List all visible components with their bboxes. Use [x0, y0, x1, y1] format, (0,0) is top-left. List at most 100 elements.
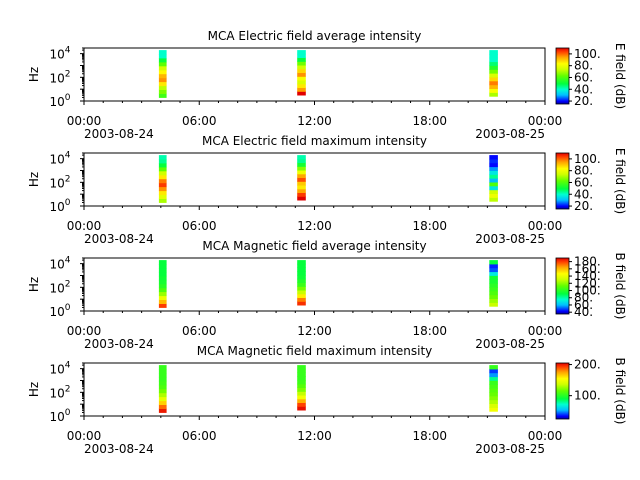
spectrogram-cell — [489, 263, 498, 269]
colorbar-tick-label: 120. — [574, 276, 601, 290]
y-tick-label: 102 — [49, 69, 70, 85]
spectrogram-cell — [489, 287, 498, 292]
spectrogram-cell — [158, 295, 167, 300]
spectrogram-cell — [297, 162, 306, 167]
spectrogram-cell — [297, 158, 306, 163]
spectrogram-cell — [297, 260, 306, 265]
spectrogram-pass-3 — [489, 155, 498, 202]
spectrogram-cell — [489, 399, 498, 404]
spectrogram-cell — [297, 398, 306, 403]
x-tick-label: 18:00 — [412, 324, 447, 338]
x-tick-label: 12:00 — [297, 219, 332, 233]
x-date-end: 2003-08-25 — [475, 442, 545, 456]
colorbar-tick-label: 80. — [574, 291, 593, 305]
spectrogram-cell — [158, 275, 167, 281]
x-tick-label: 00:00 — [528, 429, 563, 443]
x-date-start: 2003-08-24 — [84, 232, 154, 246]
spectrogram-cell — [489, 197, 498, 202]
x-tick-label: 00:00 — [67, 114, 102, 128]
spectrogram-cell — [158, 283, 167, 289]
spectrogram-cell — [297, 293, 306, 298]
spectrogram-cell — [158, 182, 167, 188]
x-tick-label: 18:00 — [412, 114, 447, 128]
spectrogram-cell — [489, 182, 498, 187]
spectrogram-cell — [489, 365, 498, 370]
spectrogram-cell — [489, 294, 498, 299]
x-tick-label: 18:00 — [412, 429, 447, 443]
colorbar-tick-label: 80. — [574, 164, 593, 178]
spectrogram-pass-3 — [489, 260, 498, 307]
spectrogram-cell — [489, 372, 498, 378]
spectrogram-cell — [489, 388, 498, 393]
x-tick-label: 06:00 — [182, 219, 217, 233]
spectrogram-cell — [158, 174, 167, 180]
spectrogram-cell — [489, 403, 498, 408]
x-tick-label: 06:00 — [182, 429, 217, 443]
spectrogram-pass-3 — [489, 50, 498, 97]
y-axis-label: Hz — [27, 277, 41, 292]
spectrogram-cell — [158, 380, 167, 386]
spectrogram-pass-3 — [489, 365, 498, 412]
spectrogram-cell — [297, 365, 306, 370]
colorbar-label: E field (dB) — [613, 43, 627, 109]
spectrogram-cell — [297, 181, 306, 186]
spectrogram-cell — [489, 178, 498, 183]
spectrogram-cell — [489, 376, 498, 381]
colorbar-tick-label: 180. — [574, 255, 601, 269]
spectrogram-cell — [297, 286, 306, 291]
spectrogram-cell — [158, 279, 167, 285]
spectrogram-cell — [297, 68, 306, 73]
spectrogram-cell — [158, 65, 167, 71]
spectrogram-cell — [158, 373, 167, 378]
spectrogram-cell — [489, 92, 498, 97]
x-date-start: 2003-08-24 — [84, 442, 154, 456]
spectrogram-cell — [297, 368, 306, 373]
spectrogram-cell — [297, 192, 306, 197]
x-date-end: 2003-08-25 — [475, 127, 545, 141]
colorbar-tick-label: 200. — [574, 358, 601, 372]
x-tick-label: 00:00 — [67, 219, 102, 233]
y-tick-label: 104 — [49, 256, 70, 272]
colorbar-tick-label: 20. — [574, 94, 593, 108]
spectrogram-cell — [158, 408, 167, 413]
colorbar-tick-label: 100. — [574, 389, 601, 403]
colorbar-tick-label: 40. — [574, 187, 593, 201]
x-tick-label: 00:00 — [528, 324, 563, 338]
panel-title: MCA Electric field average intensity — [208, 29, 422, 43]
spectrogram-cell — [297, 395, 306, 400]
spectrogram-cell — [158, 93, 167, 98]
colorbar-tick-label: 60. — [574, 298, 593, 312]
spectrogram-cell — [489, 158, 498, 164]
spectrogram-cell — [158, 376, 167, 382]
colorbar-tick-label: 60. — [574, 175, 593, 189]
spectrogram-cell — [297, 87, 306, 92]
spectrogram-cell — [158, 291, 167, 297]
spectrogram-cell — [489, 77, 498, 82]
spectrogram-cell — [297, 267, 306, 272]
x-tick-label: 00:00 — [67, 429, 102, 443]
y-tick-label: 100 — [49, 408, 70, 424]
spectrogram-cell — [297, 402, 306, 407]
spectrogram-cell — [489, 193, 498, 198]
spectrogram-cell — [158, 69, 167, 75]
x-tick-label: 06:00 — [182, 324, 217, 338]
spectrogram-cell — [158, 58, 167, 63]
plot-frame — [83, 362, 546, 417]
spectrogram-cell — [297, 263, 306, 268]
spectrogram-cell — [489, 279, 498, 284]
spectrogram-cell — [297, 57, 306, 62]
spectrogram-cell — [297, 301, 306, 306]
spectrogram-cell — [489, 88, 498, 93]
spectrogram-pass-2 — [297, 365, 306, 411]
spectrogram-cell — [489, 65, 498, 70]
spectrogram-cell — [297, 275, 306, 280]
spectrogram-pass-2 — [297, 50, 306, 96]
colorbar-tick-label: 100. — [574, 284, 601, 298]
colorbar-label: B field (dB) — [613, 253, 627, 320]
spectrogram-cell — [158, 396, 167, 402]
panel-4: MCA Magnetic field maximum intensity 100 1… — [27, 344, 627, 456]
spectrogram-cell — [489, 392, 498, 397]
spectrogram-cell — [158, 369, 167, 374]
panel-2: MCA Electric field maximum intensity 100 1… — [27, 134, 627, 246]
spectrogram-cell — [297, 387, 306, 392]
